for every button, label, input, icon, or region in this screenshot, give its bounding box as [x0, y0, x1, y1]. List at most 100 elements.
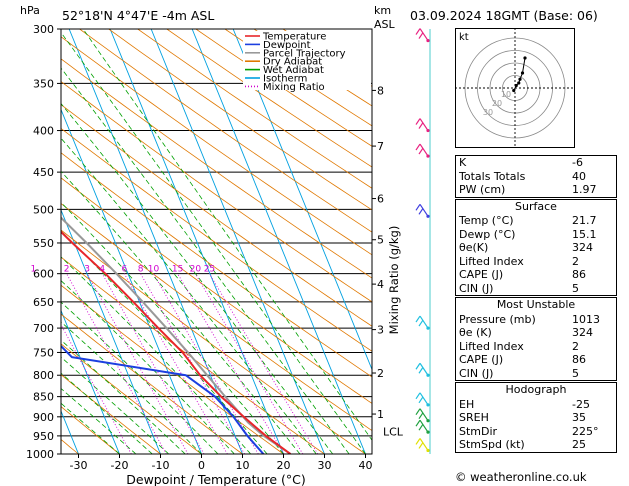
wind-barb-8: [419, 419, 429, 433]
lcl-label: LCL: [383, 426, 404, 439]
index-label: PW (cm): [459, 183, 506, 197]
date-title: 03.09.2024 18GMT (Base: 06): [410, 8, 598, 23]
wind-barb-dot-8: [426, 430, 430, 434]
mixing-ratio-label-3: 3: [84, 265, 90, 275]
most-unstable-value: 86: [572, 353, 586, 367]
wind-barb-flag-7: [415, 408, 421, 416]
surface-label: CAPE (J): [459, 268, 504, 282]
dry-adiabat-0: [61, 343, 202, 454]
indices-panel: K -6 Totals Totals 40 PW (cm) 1.97 Surface Te…: [455, 155, 617, 453]
pressure-tick-label-500: 500: [33, 203, 54, 216]
hodo-point-5: [523, 56, 527, 60]
km-tick-label-7: 7: [377, 140, 384, 153]
wind-barb-7: [419, 408, 429, 422]
wind-barb-flag2-4: [418, 319, 424, 327]
most-unstable-label: Lifted Index: [459, 339, 524, 353]
mixing-ratio-label-10: 10: [148, 265, 160, 275]
surface-label: CIN (J): [459, 282, 494, 296]
temp-tick-label-40: 40: [359, 459, 373, 472]
km-label: km: [374, 4, 391, 17]
isotherm--40: [0, 29, 38, 454]
surface-section: Surface Temp (°C) 21.7 Dewp (°C) 15.1 θe(K) 3…: [455, 198, 618, 297]
surface-label: Temp (°C): [459, 214, 514, 228]
wind-barb-flag2-0: [418, 32, 424, 39]
mixing-ratio-line-1: [61, 323, 132, 454]
most-unstable-label: θe (K): [459, 326, 492, 340]
wind-barb-flag2-8: [418, 423, 424, 431]
dewpoint-line: [61, 344, 265, 454]
wind-barb-flag-1: [415, 118, 421, 125]
wet-adiabat--16: [61, 388, 137, 454]
dry-adiabat--10: [61, 374, 161, 454]
mixing-ratio-line-8: [140, 273, 245, 454]
dry-adiabat-80: [61, 127, 372, 352]
temp-tick-label--20: -20: [111, 459, 129, 472]
surface-row: CAPE (J) 86: [456, 268, 618, 282]
wet-adiabat--4: [61, 339, 186, 454]
wet-adiabat-36: [61, 67, 350, 454]
wind-barb-5: [419, 362, 429, 376]
wet-adiabat-20: [61, 201, 284, 454]
temp-tick-label--10: -10: [152, 459, 170, 472]
wind-barbs: [415, 28, 431, 454]
dry-adiabat--20: [61, 406, 120, 454]
wind-barb-flag-4: [415, 315, 421, 323]
wet-adiabat-28: [61, 137, 317, 454]
km-tick-label-4: 4: [377, 278, 384, 291]
wind-barb-dot-6: [426, 403, 430, 407]
isotherm-0: [61, 108, 202, 454]
wet-adiabat--12: [61, 372, 153, 454]
mixing-ratio-label-8: 8: [138, 265, 144, 275]
wind-barb-dot-1: [426, 128, 430, 133]
hodograph-index-row: StmSpd (kt) 25: [456, 438, 618, 452]
wet-adiabat-24: [61, 170, 301, 454]
wind-barb-dot-3: [426, 214, 430, 218]
hodograph-section: Hodograph EH -25 SREH 35 StmDir 225° StmSpd (k…: [455, 382, 618, 453]
dry-adiabat-120: [61, 36, 372, 256]
wind-barb-0: [419, 28, 429, 41]
most-unstable-value: 1013: [572, 312, 600, 326]
surface-label: Lifted Index: [459, 254, 524, 268]
hodograph-index-label: EH: [459, 397, 475, 411]
isotherm--10: [61, 208, 161, 454]
indices-top: K -6 Totals Totals 40 PW (cm) 1.97: [455, 155, 617, 198]
surface-value: 5: [572, 282, 579, 296]
most-unstable-row: Lifted Index 2: [456, 340, 618, 354]
km-axis: 8 7 6 5 4 3 2 1: [372, 84, 384, 421]
pressure-tick-label-400: 400: [33, 125, 54, 138]
km-tick-label-3: 3: [377, 324, 384, 337]
pressure-tick-label-450: 450: [33, 166, 54, 179]
wind-barb-flag-6: [415, 392, 421, 400]
temp-tick-label-20: 20: [277, 459, 291, 472]
index-row: Totals Totals 40: [456, 170, 618, 184]
mixing-ratio-line-15: [177, 273, 285, 454]
dry-adiabat--40: [0, 17, 38, 454]
legend-label-5: Isotherm: [263, 74, 307, 85]
pressure-tick-label-650: 650: [33, 296, 54, 309]
surface-value: 21.7: [572, 214, 597, 228]
mixing-ratio-label-4: 4: [99, 265, 105, 275]
pressure-tick-label-850: 850: [33, 391, 54, 404]
km-tick-label-6: 6: [377, 193, 384, 206]
wind-barb-6: [419, 392, 429, 406]
dry-adiabat-50: [61, 203, 372, 432]
index-value: 1.97: [572, 183, 597, 197]
pressure-tick-label-700: 700: [33, 322, 54, 335]
legend-label-3: Dry Adiabat: [263, 57, 322, 68]
wind-barb-dot-5: [426, 373, 430, 377]
index-label: K: [459, 156, 467, 170]
surface-row: CIN (J) 5: [456, 282, 618, 296]
wet-adiabat-40: [61, 31, 366, 454]
isotherm-30: [150, 29, 325, 454]
surface-value: 324: [572, 241, 593, 255]
temp-tick-label-30: 30: [318, 459, 332, 472]
wind-barb-4: [419, 315, 429, 329]
surface-value: 2: [572, 254, 579, 268]
temperature-line: [61, 230, 292, 454]
index-value: -6: [572, 156, 583, 170]
hodograph-index-row: StmDir 225°: [456, 425, 618, 439]
pressure-tick-label-350: 350: [33, 77, 54, 90]
